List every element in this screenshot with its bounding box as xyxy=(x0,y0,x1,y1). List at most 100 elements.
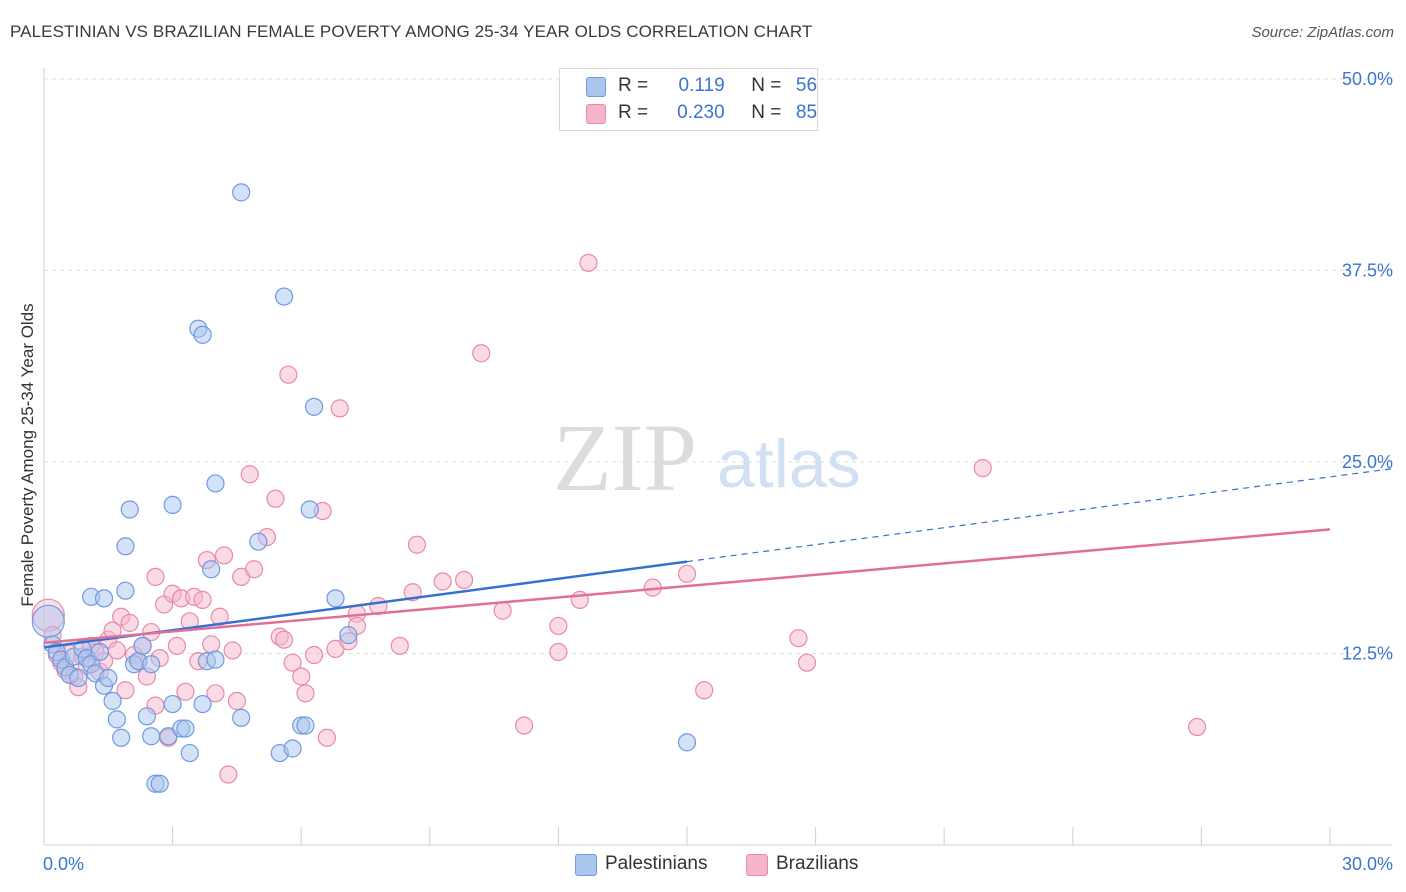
n-label: N = xyxy=(751,75,782,96)
brazilians-point xyxy=(317,728,337,747)
brazilians-point xyxy=(789,629,808,648)
palestinians-point xyxy=(339,626,358,645)
brazilians-point xyxy=(695,681,714,700)
stats-legend: R = 0.119 N = 56 R = 0.230 N = 85 xyxy=(559,68,818,131)
brazilians-point xyxy=(266,489,285,508)
brazilians-point xyxy=(116,681,135,700)
brazilians-point xyxy=(472,344,491,363)
palestinians-point xyxy=(112,728,131,747)
brazilians-point xyxy=(433,572,452,591)
grid-lines xyxy=(44,78,1392,654)
y-tick-label: 25.0% xyxy=(1342,452,1393,472)
palestinians-point xyxy=(206,474,225,493)
watermark: ZIP atlas xyxy=(553,404,861,511)
x-tick-label-max: 30.0% xyxy=(1342,854,1393,874)
palestinians-point xyxy=(304,397,324,416)
brazilians-point xyxy=(244,560,264,579)
palestinians-legend-swatch xyxy=(575,854,597,876)
brazilians-point xyxy=(1188,717,1207,737)
palestinians-point xyxy=(116,537,135,556)
brazilians-point xyxy=(223,641,242,660)
y-tick-label: 37.5% xyxy=(1342,261,1393,281)
brazilians-point xyxy=(973,459,992,478)
palestinians-trend-extension xyxy=(686,468,1393,563)
palestinians-point xyxy=(232,708,251,727)
brazilians-point xyxy=(390,636,409,655)
brazilians-point xyxy=(227,691,246,711)
n-value: 56 xyxy=(795,75,818,96)
palestinians-point xyxy=(274,287,294,306)
palestinians-point xyxy=(90,642,109,662)
r-value: 0.119 xyxy=(678,75,725,96)
r-label: R = xyxy=(618,102,649,123)
palestinians-point xyxy=(176,719,195,738)
palestinians-point xyxy=(120,500,139,519)
brazilians-point xyxy=(493,601,512,620)
brazilians-point xyxy=(167,636,186,655)
brazilians-point xyxy=(219,765,238,784)
palestinians-point xyxy=(116,581,135,600)
tick-labels: 12.5% 25.0% 37.5% 50.0% 0.0% 30.0% xyxy=(43,69,1393,874)
source-label: Source: ZipAtlas.com xyxy=(1251,24,1394,41)
palestinians-point xyxy=(94,589,114,608)
y-tick-label: 50.0% xyxy=(1342,69,1393,89)
palestinians-point xyxy=(180,743,199,763)
brazilians-point xyxy=(304,645,324,665)
palestinians-point xyxy=(142,727,161,746)
palestinians-point xyxy=(296,716,315,735)
palestinians-point xyxy=(107,710,126,729)
brazilians-point xyxy=(279,365,298,384)
brazilians-point xyxy=(292,667,311,686)
palestinians-point xyxy=(99,668,118,688)
palestinians-point xyxy=(326,589,345,608)
brazilians-point xyxy=(296,684,315,703)
brazilians-point xyxy=(549,642,568,662)
brazilians-point xyxy=(579,253,598,272)
palestinians-point xyxy=(133,636,152,655)
palestinians-point xyxy=(206,650,225,669)
brazilians-point xyxy=(120,613,139,632)
brazilians-point xyxy=(193,590,212,609)
palestinians-point xyxy=(232,183,251,202)
watermark-atlas: atlas xyxy=(717,426,861,502)
brazilians-point xyxy=(146,567,165,587)
brazilians-swatch xyxy=(586,104,606,124)
brazilians-point xyxy=(515,716,534,735)
palestinians-point xyxy=(31,604,65,638)
palestinians-point xyxy=(249,532,268,551)
brazilians-point xyxy=(240,465,259,484)
brazilians-trend-line xyxy=(43,528,1331,645)
trend-lines xyxy=(43,468,1393,649)
brazilians-point xyxy=(274,630,294,649)
chart-title: PALESTINIAN VS BRAZILIAN FEMALE POVERTY … xyxy=(10,22,813,41)
palestinians-point xyxy=(193,694,212,714)
brazilians-point xyxy=(214,546,234,565)
brazilians-point xyxy=(677,564,697,583)
brazilians-legend-swatch xyxy=(746,854,768,876)
brazilians-point xyxy=(206,684,225,703)
brazilians-point xyxy=(202,635,221,654)
y-tick-label: 12.5% xyxy=(1342,644,1393,664)
r-value: 0.230 xyxy=(677,102,725,123)
palestinians-point xyxy=(142,655,161,674)
palestinians-point xyxy=(163,694,182,714)
n-label: N = xyxy=(751,102,782,123)
brazilians-point xyxy=(210,607,229,626)
axes xyxy=(43,68,1392,846)
x-tick-label-min: 0.0% xyxy=(43,854,84,874)
n-value: 85 xyxy=(795,102,818,123)
palestinians-point xyxy=(69,668,88,688)
r-label: R = xyxy=(618,75,649,96)
brazilians-point xyxy=(176,682,195,701)
palestinians-point xyxy=(193,325,212,344)
palestinians-point xyxy=(283,739,302,758)
palestinians-point xyxy=(677,733,697,752)
brazilians-point xyxy=(407,535,427,554)
brazilians-points xyxy=(31,253,1207,784)
brazilians-point xyxy=(107,641,126,660)
palestinians-point xyxy=(150,774,169,793)
palestinians-point xyxy=(300,500,319,519)
brazilians-point xyxy=(797,653,817,672)
palestinians-swatch xyxy=(586,77,606,97)
